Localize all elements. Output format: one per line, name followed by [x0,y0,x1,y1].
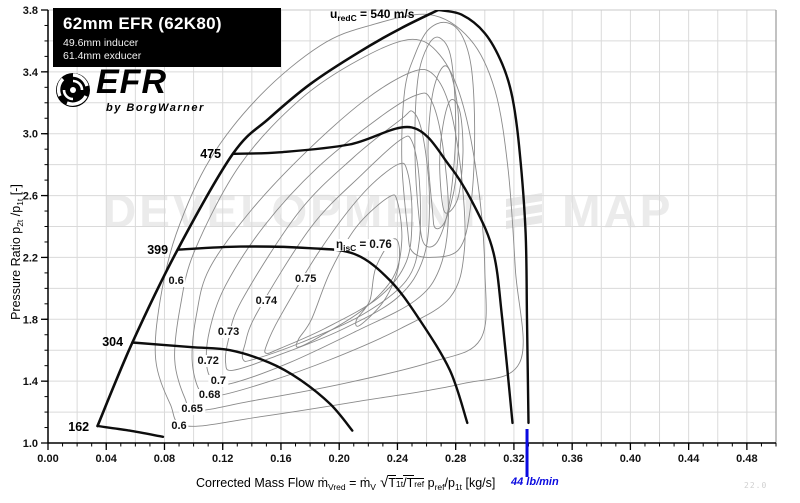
y-tick-label: 3.4 [23,67,39,79]
efr-logo: EFR by BorgWarner [52,63,212,119]
efficiency-label-0.6: 0.6 [166,274,186,287]
speed-line-304 [131,341,354,432]
efficiency-label-0.6: 0.6 [169,419,189,432]
x-tick-label: 0.44 [678,453,700,465]
x-tick-label: 0.24 [387,453,409,465]
efficiency-contour [295,194,403,348]
x-tick-label: 0.48 [736,453,757,465]
x-tick-label: 0.16 [270,453,291,465]
efficiency-contour [154,13,524,427]
speed-line-162 [96,424,165,438]
inducer-spec: 49.6mm inducer [63,37,139,49]
efr-swirl-icon [56,73,90,107]
y-tick-label: 3.0 [23,129,38,141]
efficiency-contour [355,238,401,327]
efficiency-contour [264,162,413,354]
efficiency-contour [439,99,464,214]
efficiency-contours [154,13,524,427]
title-box: 62mm EFR (62K80) 49.6mm inducer 61.4mm e… [53,8,281,67]
x-tick-label: 0.36 [561,453,582,465]
y-tick-label: 3.8 [23,5,38,17]
efficiency-label-0.65: 0.65 [179,402,205,415]
surge-line [96,10,440,428]
version-label: 22.0 [744,481,768,490]
flow-marker-label: 44 lb/min [511,476,559,488]
x-tick-label: 0.04 [96,453,118,465]
speed-line-label-399: 399 [147,242,169,257]
x-tick-label: 0.20 [328,453,349,465]
efficiency-contour [191,68,466,398]
efr-logo-text: EFR [96,63,167,101]
efficiency-contour [174,38,487,411]
efficiency-label-0.72: 0.72 [195,355,221,368]
efficiency-label-0.68: 0.68 [196,389,223,402]
page-title: 62mm EFR (62K80) [63,14,222,33]
efficiency-contour [414,36,457,248]
x-axis-label: Corrected Mass Flow ṁVred = ṁV √T1t/Tref… [196,474,496,492]
efficiency-label-0.74: 0.74 [253,294,280,307]
efr-logo-byline: by BorgWarner [106,102,205,114]
efficiency-label-0.73: 0.73 [215,325,242,338]
efficiency-contour [401,21,476,258]
y-axis-label: Pressure Ratio p2t /p1t [-] [9,184,25,320]
x-tick-label: 0.00 [37,453,58,465]
speed-line-399 [176,245,469,425]
speed-line-540 [437,10,530,425]
speed-annotation: uredC = 540 m/s [330,7,415,23]
x-tick-label: 0.40 [620,453,641,465]
exducer-spec: 61.4mm exducer [63,50,142,62]
efficiency-label-0.75: 0.75 [292,273,319,286]
efficiency-contour [241,135,422,362]
speed-lines [96,10,530,438]
y-tick-label: 1.0 [23,438,38,450]
efficiency-label-0.7: 0.7 [208,375,228,388]
y-tick-label: 2.2 [23,252,38,264]
speed-line-label-304: 304 [102,335,124,350]
eta-annotation: ηisC = 0.76 [334,239,394,254]
speed-line-475 [231,125,514,425]
x-tick-label: 0.32 [503,453,524,465]
axis-ticks: 0.00 0.04 0.08 0.12 0.16 0.20 0.24 0.28 0.32 0.36… [23,5,777,465]
speed-line-label-475: 475 [200,146,222,161]
x-tick-label: 0.28 [445,453,466,465]
x-tick-label: 0.08 [154,453,175,465]
y-tick-label: 2.6 [23,191,38,203]
y-tick-label: 1.4 [23,376,39,388]
speed-line-label-162: 162 [68,419,90,434]
x-tick-label: 0.12 [212,453,233,465]
efficiency-contour [427,65,460,230]
watermark-text-right: MAP [562,185,674,237]
y-tick-label: 1.8 [23,314,38,326]
